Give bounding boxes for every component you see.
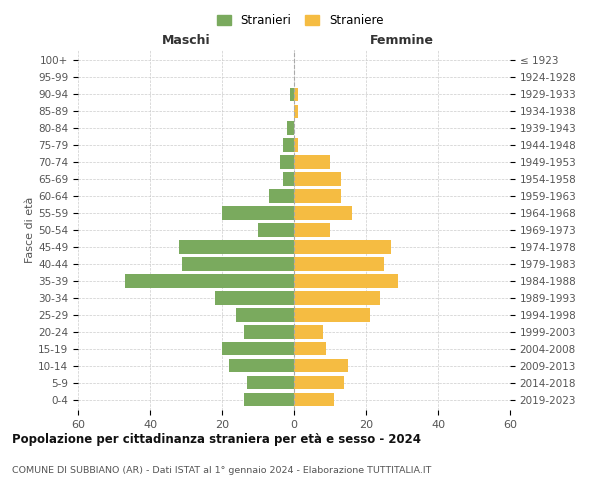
Bar (222, 206, 294, 220)
Text: Maschi: Maschi (161, 34, 211, 48)
Bar (294, 156, 330, 168)
Bar (294, 190, 341, 202)
Bar (290, 88, 294, 101)
Bar (294, 308, 370, 322)
Bar (294, 326, 323, 338)
Bar (294, 240, 391, 254)
Bar (294, 104, 298, 118)
Bar (294, 138, 298, 151)
Bar (244, 326, 294, 338)
Bar (294, 359, 348, 372)
Bar (294, 172, 341, 186)
Bar (280, 156, 294, 168)
Bar (258, 224, 294, 236)
Bar (283, 138, 294, 151)
Bar (244, 393, 294, 406)
Bar (294, 376, 344, 390)
Bar (229, 359, 294, 372)
Bar (269, 190, 294, 202)
Y-axis label: Fasce di età: Fasce di età (25, 197, 35, 263)
Bar (294, 224, 330, 236)
Bar (222, 342, 294, 355)
Bar (294, 206, 352, 220)
Text: Femmine: Femmine (370, 34, 434, 48)
Bar (294, 292, 380, 304)
Text: Popolazione per cittadinanza straniera per età e sesso - 2024: Popolazione per cittadinanza straniera p… (12, 432, 421, 446)
Bar (294, 88, 298, 101)
Bar (294, 274, 398, 287)
Bar (294, 342, 326, 355)
Legend: Stranieri, Straniere: Stranieri, Straniere (213, 11, 387, 31)
Text: COMUNE DI SUBBIANO (AR) - Dati ISTAT al 1° gennaio 2024 - Elaborazione TUTTITALI: COMUNE DI SUBBIANO (AR) - Dati ISTAT al … (12, 466, 431, 475)
Bar (247, 376, 294, 390)
Bar (294, 258, 384, 270)
Bar (287, 122, 294, 134)
Bar (182, 258, 294, 270)
Bar (294, 393, 334, 406)
Bar (283, 172, 294, 186)
Bar (215, 292, 294, 304)
Bar (179, 240, 294, 254)
Bar (236, 308, 294, 322)
Bar (125, 274, 294, 287)
